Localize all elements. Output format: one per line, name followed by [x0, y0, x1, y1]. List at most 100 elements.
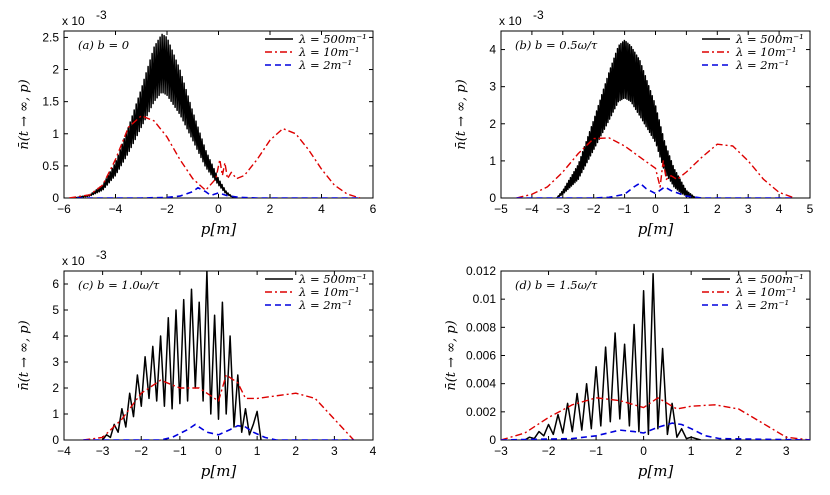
x-tick-label: 2 [735, 444, 742, 458]
x-tick-label: 1 [688, 444, 695, 458]
series-line-dashdot [516, 137, 795, 198]
x-tick-label: −6 [57, 202, 71, 216]
series-line-dashed [501, 422, 810, 440]
legend-label: λ = 10m⁻¹ [735, 45, 796, 59]
series-group [516, 39, 795, 198]
y-tick-label: 1 [489, 154, 496, 168]
x-tick-label: 3 [783, 444, 790, 458]
y-tick-label: 0.012 [466, 264, 496, 278]
y-axis-label: n̄(t → ∞, p) [17, 320, 32, 390]
y-multiplier: x 10 [62, 14, 85, 28]
x-tick-label: −1 [173, 444, 187, 458]
x-tick-label: 4 [318, 202, 325, 216]
legend-label: λ = 2m⁻¹ [298, 298, 352, 312]
legend-label: λ = 2m⁻¹ [298, 58, 352, 72]
y-tick-label: 0.01 [473, 292, 497, 306]
x-tick-label: −2 [542, 444, 556, 458]
panel-annotation: (c) b = 1.0ω/τ [78, 278, 160, 292]
y-tick-label: 0 [52, 191, 59, 205]
x-tick-label: −2 [160, 202, 174, 216]
y-tick-label: 0.006 [466, 349, 496, 363]
x-tick-label: 0 [640, 444, 647, 458]
x-tick-label: 5 [807, 202, 814, 216]
series-line-solid [74, 33, 235, 198]
y-axis-label: n̄(t → ∞, p) [17, 79, 32, 149]
panel-annotation: (d) b = 1.5ω/τ [515, 278, 598, 292]
y-tick-label: 6 [52, 277, 59, 291]
y-multiplier-exponent: -3 [96, 248, 107, 262]
x-tick-label: −5 [494, 202, 508, 216]
legend-label: λ = 500m⁻¹ [298, 272, 367, 286]
y-tick-label: 0.002 [466, 405, 496, 419]
y-tick-label: 0 [489, 433, 496, 447]
y-tick-label: 1 [52, 127, 59, 141]
legend-label: λ = 10m⁻¹ [298, 285, 359, 299]
series-group [69, 33, 361, 198]
legend-label: λ = 500m⁻¹ [735, 32, 804, 46]
x-tick-label: 6 [370, 202, 377, 216]
x-tick-label: 2 [267, 202, 274, 216]
series-line-dashed [516, 182, 795, 198]
legend-label: λ = 10m⁻¹ [298, 45, 359, 59]
y-tick-label: 0 [489, 191, 496, 205]
y-axis-label: n̄(t → ∞, p) [444, 320, 459, 390]
y-multiplier: x 10 [62, 254, 85, 268]
y-tick-label: 3 [489, 80, 496, 94]
x-tick-label: 3 [331, 444, 338, 458]
x-tick-label: −2 [134, 444, 148, 458]
x-axis-label: p[m] [638, 462, 674, 480]
y-tick-label: 2 [489, 117, 496, 131]
x-tick-label: −1 [589, 444, 603, 458]
x-tick-label: −2 [587, 202, 601, 216]
legend-label: λ = 500m⁻¹ [735, 272, 804, 286]
series-line-solid [102, 271, 262, 440]
panel-d: −3 −2 −1 0 1 2 3 0 0.002 0.004 0.006 0.008 0.01 0.012… [444, 264, 811, 480]
y-tick-label: 2.5 [42, 30, 59, 44]
panel-c: −4 −3 −2 −1 0 1 2 3 4 0 1 2 3 4 5 6 p[m] n̄(t → ∞, p) x 10… [17, 248, 377, 480]
series-line-dashdot [83, 374, 355, 440]
y-tick-label: 0.5 [42, 159, 59, 173]
x-tick-label: −4 [525, 202, 539, 216]
legend-label: λ = 500m⁻¹ [298, 32, 367, 46]
x-axis-label: p[m] [201, 462, 237, 480]
series-group [83, 271, 355, 440]
series-line-solid [556, 39, 696, 198]
panel-a: −6 −4 −2 0 2 4 6 0 0.5 1 1.5 2 2.5 p[m] n̄(t → ∞, p) x … [17, 8, 377, 238]
x-tick-label: 2 [714, 202, 721, 216]
y-tick-label: 0.008 [466, 320, 496, 334]
y-tick-label: 0 [52, 433, 59, 447]
y-multiplier-exponent: -3 [96, 8, 107, 22]
y-tick-label: 3 [52, 355, 59, 369]
x-tick-label: −1 [618, 202, 632, 216]
y-tick-label: 2 [52, 381, 59, 395]
y-tick-label: 2 [52, 63, 59, 77]
panel-b: −5 −4 −3 −2 −1 0 1 2 3 4 5 0 1 2 3 4 p[m] n̄(t → ∞, p) x 1… [454, 8, 814, 238]
x-tick-label: 1 [683, 202, 690, 216]
x-tick-label: −3 [96, 444, 110, 458]
y-multiplier-exponent: -3 [533, 8, 544, 22]
x-tick-label: −3 [556, 202, 570, 216]
x-tick-label: 2 [292, 444, 299, 458]
series-line-dashed [83, 423, 354, 440]
series-group [501, 273, 810, 440]
legend-label: λ = 10m⁻¹ [735, 285, 796, 299]
x-tick-label: 4 [776, 202, 783, 216]
panel-annotation: (b) b = 0.5ω/τ [515, 38, 598, 52]
series-line-dashdot [69, 115, 361, 198]
series-line-solid [524, 273, 701, 440]
x-tick-label: 1 [254, 444, 261, 458]
legend-label: λ = 2m⁻¹ [735, 58, 789, 72]
x-tick-label: 0 [652, 202, 659, 216]
y-tick-label: 5 [52, 303, 59, 317]
x-tick-label: −4 [57, 444, 71, 458]
x-tick-label: 0 [215, 444, 222, 458]
y-tick-label: 1.5 [42, 95, 59, 109]
y-tick-label: 4 [52, 329, 59, 343]
series-line-dashed [76, 186, 361, 198]
x-tick-label: −3 [494, 444, 508, 458]
x-tick-label: 4 [370, 444, 377, 458]
legend-label: λ = 2m⁻¹ [735, 298, 789, 312]
x-axis-label: p[m] [638, 220, 674, 238]
x-tick-label: −4 [109, 202, 123, 216]
